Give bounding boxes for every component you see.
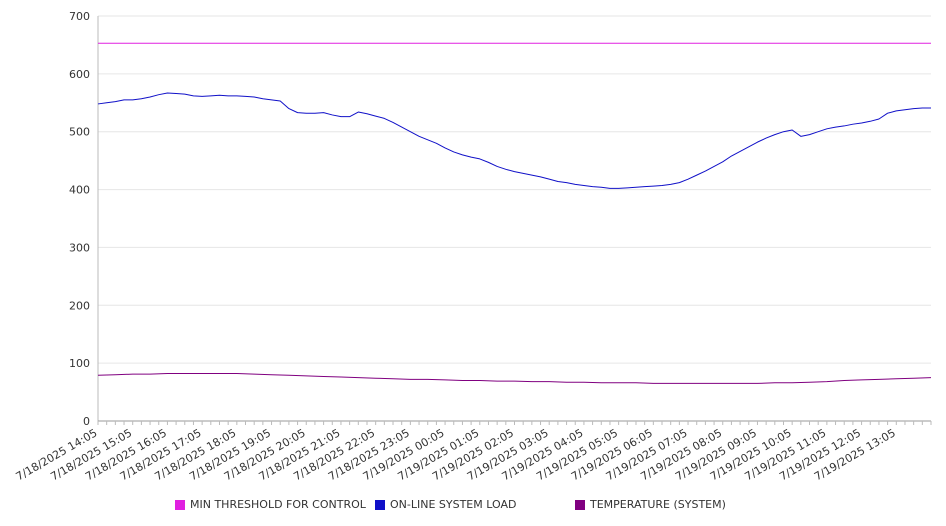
legend-item-min-threshold[interactable]: MIN THRESHOLD FOR CONTROL bbox=[175, 498, 366, 511]
legend: MIN THRESHOLD FOR CONTROL ON-LINE SYSTEM… bbox=[0, 498, 946, 514]
legend-swatch-system-load bbox=[375, 499, 385, 510]
y-tick-label: 600 bbox=[69, 68, 90, 81]
series-line-1 bbox=[97, 92, 931, 189]
legend-item-temperature[interactable]: TEMPERATURE (SYSTEM) bbox=[575, 498, 726, 511]
y-tick-label: 0 bbox=[83, 415, 90, 428]
y-tick-label: 700 bbox=[69, 10, 90, 23]
legend-swatch-min-threshold bbox=[175, 499, 185, 510]
x-axis-ticks: 7/18/2025 14:057/18/2025 15:057/18/2025 … bbox=[14, 426, 898, 483]
axes bbox=[97, 16, 932, 425]
legend-label-min-threshold: MIN THRESHOLD FOR CONTROL bbox=[190, 498, 366, 511]
legend-swatch-temperature bbox=[575, 499, 585, 510]
legend-item-system-load[interactable]: ON-LINE SYSTEM LOAD bbox=[375, 498, 516, 511]
legend-label-temperature: TEMPERATURE (SYSTEM) bbox=[590, 498, 726, 511]
y-axis-ticks: 0 100 200 300 400 500 600 700 bbox=[69, 10, 90, 428]
grid-lines bbox=[98, 15, 931, 364]
y-tick-label: 500 bbox=[69, 126, 90, 139]
y-tick-label: 100 bbox=[69, 357, 90, 370]
series-lines bbox=[97, 42, 932, 384]
legend-label-system-load: ON-LINE SYSTEM LOAD bbox=[390, 498, 517, 511]
y-tick-label: 200 bbox=[69, 299, 90, 312]
y-tick-label: 300 bbox=[69, 241, 90, 254]
y-tick-label: 400 bbox=[69, 184, 90, 197]
series-line-2 bbox=[97, 373, 932, 384]
